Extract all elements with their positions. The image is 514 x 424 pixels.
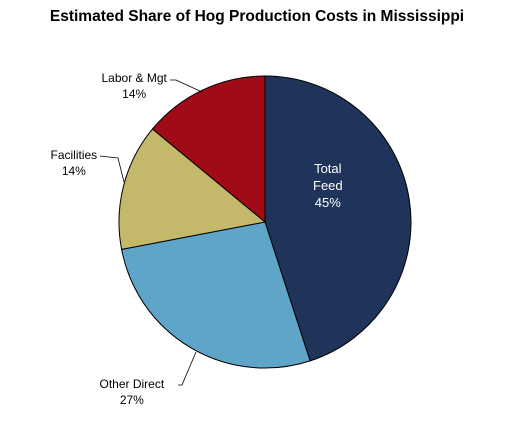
pie-slice-labor-mgt	[151, 75, 266, 224]
slice-percent: 27%	[119, 393, 144, 407]
pie-slice-other-direct	[121, 221, 311, 369]
slice-name: Labor & Mgt	[101, 71, 167, 85]
slice-percent: 14%	[122, 87, 147, 101]
slice-label: Total Feed 45%	[313, 160, 343, 211]
pie-slice-total-feed	[264, 75, 412, 362]
slice-name: Facilities	[50, 148, 98, 162]
slice-label: Facilities 14%	[51, 147, 98, 179]
leader-line	[99, 155, 125, 183]
pie-slice-facilities	[118, 128, 267, 250]
leader-line	[170, 79, 203, 93]
chart-title: Estimated Share of Hog Production Costs …	[49, 8, 465, 25]
slice-name: Other Direct	[99, 377, 165, 391]
slice-label: Other Direct 27%	[100, 376, 165, 408]
leader-line	[178, 351, 197, 386]
slice-percent: 45%	[314, 194, 341, 210]
slice-name: Feed	[313, 177, 343, 193]
slice-name: Total	[314, 160, 342, 176]
slice-label: Labor & Mgt 14%	[102, 70, 167, 102]
slice-percent: 14%	[61, 164, 86, 178]
